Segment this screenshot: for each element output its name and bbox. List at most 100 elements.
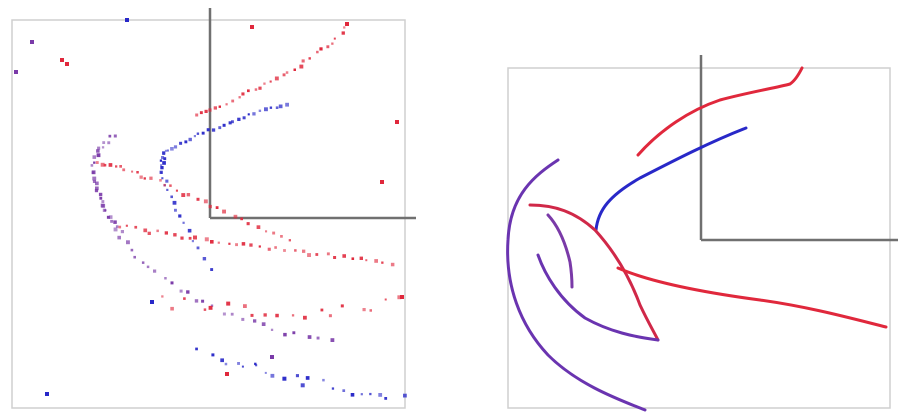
hit-dot — [193, 235, 197, 240]
hit-dot — [143, 177, 146, 180]
blue-track-upper — [594, 126, 748, 232]
hit-dot — [92, 155, 97, 159]
hit-dot — [374, 259, 378, 263]
hit-dot — [369, 309, 372, 312]
hit-dot — [201, 299, 205, 303]
hit-dot — [258, 245, 261, 248]
hit-dot — [91, 171, 95, 174]
hit-dot — [351, 257, 355, 260]
hit-dot — [97, 146, 101, 150]
hit-dot — [208, 204, 212, 209]
hit-dot — [208, 108, 212, 112]
hit-dot — [397, 295, 402, 300]
hit-dot — [265, 230, 268, 233]
hit-dot — [275, 106, 279, 109]
hit-dot — [315, 253, 319, 256]
hit-dot — [126, 240, 130, 245]
hit-dot — [322, 378, 325, 382]
hit-dot — [255, 364, 258, 367]
hit-dot — [220, 358, 224, 363]
hit-dot — [292, 331, 296, 335]
purple-track-lower — [536, 253, 660, 342]
hit-dot — [278, 104, 283, 109]
purple-track-inner — [546, 213, 574, 289]
hit-dot — [342, 389, 346, 392]
hit-dot — [333, 256, 337, 259]
hit-dot — [210, 304, 214, 307]
hit-dot — [119, 165, 122, 168]
hit-dot — [263, 313, 267, 317]
hit-dot — [191, 240, 194, 243]
noise-hit-dot — [60, 58, 64, 62]
hit-dot — [204, 237, 209, 242]
hit-dot — [222, 209, 226, 214]
hit-dot — [326, 252, 330, 256]
hit-dot — [108, 134, 112, 138]
hit-dot — [204, 109, 208, 113]
hit-dot — [342, 254, 346, 258]
hit-dot — [264, 107, 268, 112]
hit-dot — [96, 153, 101, 158]
hit-dot — [203, 199, 208, 204]
hit-dot — [269, 106, 273, 109]
hit-dot — [247, 113, 250, 116]
hit-dot — [160, 171, 163, 174]
hit-dot — [113, 134, 117, 138]
noise-hit-dot — [65, 62, 69, 66]
noise-hit-dot — [125, 18, 129, 22]
hit-dot — [186, 290, 190, 294]
hit-dot — [264, 371, 267, 374]
hit-dot — [237, 362, 240, 365]
hit-dot — [242, 116, 246, 120]
hit-dot — [270, 328, 274, 331]
hit-dot — [233, 214, 238, 219]
hit-dot — [93, 161, 96, 164]
hit-dot — [249, 243, 253, 247]
hit-dot — [195, 347, 198, 351]
hit-dot — [341, 31, 345, 35]
hit-dot — [95, 189, 99, 193]
hit-dot — [359, 256, 363, 260]
hit-dot — [164, 231, 168, 235]
hit-dot — [218, 126, 222, 130]
hit-dot — [316, 336, 320, 340]
hit-dot — [98, 192, 103, 197]
hit-dot — [206, 128, 210, 132]
hit-dot — [331, 387, 335, 390]
hit-dot — [384, 298, 387, 301]
hit-dot — [384, 397, 388, 400]
hit-dot — [161, 177, 164, 180]
hit-dot — [90, 164, 94, 167]
hit-dot — [161, 156, 165, 160]
hit-dot — [147, 231, 151, 235]
hit-dot — [108, 163, 113, 167]
hit-dot — [274, 76, 279, 81]
hit-dot — [161, 295, 164, 298]
hit-dot — [210, 240, 214, 244]
hit-dot — [100, 203, 105, 208]
hit-dot — [247, 89, 250, 93]
noise-hit-dot — [345, 22, 349, 26]
hit-dot — [120, 230, 124, 234]
hit-dot — [107, 141, 111, 145]
hit-dot — [256, 225, 261, 229]
hit-dot — [165, 179, 169, 183]
hit-dot — [188, 137, 192, 142]
noise-hit-dot — [45, 392, 49, 396]
hit-dot — [285, 71, 289, 74]
hit-dot — [202, 257, 207, 261]
hit-dot — [272, 231, 276, 235]
purple-track-outer — [506, 158, 647, 412]
red-track-upper — [636, 66, 804, 157]
hit-dot — [92, 176, 97, 181]
hit-dot — [211, 128, 216, 132]
hit-dot — [163, 157, 167, 161]
hit-dot — [153, 269, 157, 273]
hit-dot — [328, 314, 332, 318]
noise-hit-dot — [150, 300, 154, 304]
hit-dot — [228, 121, 232, 125]
hit-dot — [217, 241, 220, 244]
hit-dot — [96, 149, 100, 153]
hit-dot — [133, 255, 136, 259]
hit-dot — [283, 332, 287, 337]
